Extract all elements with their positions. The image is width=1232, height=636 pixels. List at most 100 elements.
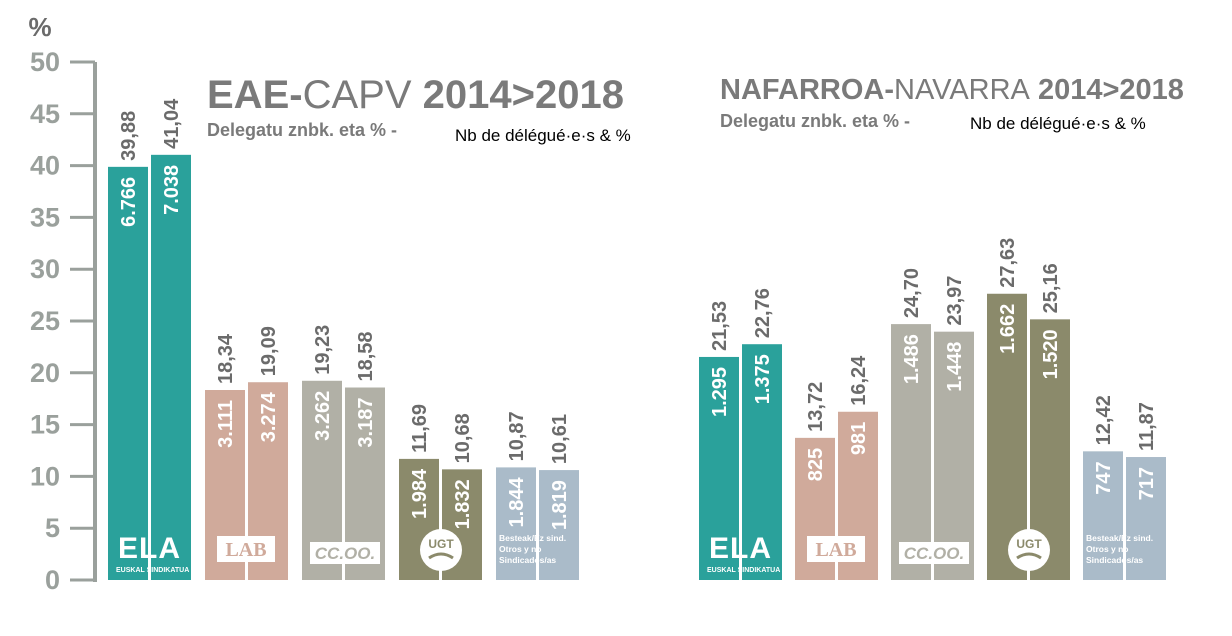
- percent-label: 18,34: [215, 333, 237, 384]
- delegates-label: 1.819: [549, 480, 571, 530]
- y-tick-label: 40: [30, 151, 60, 181]
- title-navarra-part2: NAVARRA: [894, 74, 1031, 106]
- percent-label: 18,58: [355, 331, 377, 381]
- y-axis: % 0 5 10 15 20 25 30 35 40 45 50: [28, 12, 97, 595]
- bar-otros-2014: [1083, 451, 1123, 580]
- ela-logo: ELA: [118, 532, 181, 565]
- bar-group-lab: 13,72 825 16,24 981 LAB: [795, 355, 878, 580]
- y-tick-label: 45: [30, 99, 60, 129]
- title-capv-part3: 2014>2018: [412, 73, 624, 117]
- handshake-icon: [1016, 552, 1042, 560]
- y-tick-label: 0: [45, 565, 60, 595]
- title-navarra-part1: NAFARROA-: [720, 74, 894, 106]
- percent-label: 39,88: [118, 111, 140, 161]
- percent-label: 11,69: [409, 404, 431, 453]
- others-logo-line: Sindicados/as: [1086, 555, 1143, 565]
- svg-text:EAE-CAPV 2014>2018: EAE-CAPV 2014>2018: [207, 73, 624, 117]
- y-tick-label: 15: [30, 410, 60, 440]
- lab-logo: LAB: [225, 539, 266, 561]
- percent-label: 23,97: [944, 276, 966, 326]
- percent-label: 21,53: [709, 301, 731, 351]
- subtitle-capv-fr: Nb de délégué·e·s & %: [455, 126, 631, 145]
- chart-title-capv: EAE-CAPV 2014>2018 Delegatu znbk. eta % …: [207, 73, 631, 145]
- percent-label: 19,23: [312, 325, 334, 375]
- ccoo-logo-box: [899, 542, 969, 564]
- percent-label: 11,87: [1136, 402, 1158, 451]
- bar-ccoo-2014: [891, 324, 931, 580]
- bar-group-ccoo: 24,70 1.486 23,97 1.448 CC.OO.: [891, 268, 974, 580]
- delegates-label: 1.448: [944, 342, 966, 392]
- bar-group-ugt: 27,63 1.662 25,16 1.520 UGT: [987, 238, 1070, 580]
- delegates-label: 7.038: [161, 165, 183, 215]
- percent-label: 12,42: [1093, 395, 1115, 445]
- percent-label: 16,24: [848, 355, 870, 406]
- percent-label: 10,87: [506, 411, 528, 461]
- ela-logo: ELA: [709, 532, 772, 565]
- others-logo-line: Otros y no: [1086, 544, 1129, 554]
- bar-group-ugt: 11,69 1.984 10,68 1.832 UGT: [399, 404, 482, 580]
- delegates-label: 747: [1093, 461, 1115, 494]
- y-tick-label: 50: [30, 47, 60, 77]
- bar-otros-2018: [1126, 457, 1166, 580]
- y-axis-ticks: 0 5 10 15 20 25 30 35 40 45 50: [30, 47, 95, 595]
- delegates-label: 6.766: [118, 177, 140, 227]
- bar-group-ela: 21,53 1.295 22,76 1.375 ELA EUSKAL SINDIKATUA: [699, 288, 782, 580]
- y-tick-label: 5: [45, 513, 60, 543]
- y-tick-label: 35: [30, 202, 60, 232]
- ugt-logo: UGT: [1016, 537, 1042, 551]
- delegates-label: 981: [848, 422, 870, 455]
- ugt-logo-circle: [1008, 529, 1050, 571]
- others-logo-line: Sindicados/as: [499, 555, 556, 565]
- bar-group-otros: 10,87 1.844 10,61 1.819 Besteak/Ez sind.Otro…: [496, 411, 579, 580]
- title-capv-part1: EAE-: [207, 73, 303, 117]
- svg-text:NAFARROA-NAVARRA 2014>2018: NAFARROA-NAVARRA 2014>2018: [720, 74, 1184, 106]
- ugt-logo-circle: [420, 529, 462, 571]
- lab-logo: LAB: [815, 539, 856, 561]
- percent-label: 22,76: [752, 288, 774, 338]
- bar-ela-2014: [108, 166, 148, 580]
- bar-group-ela: 39,88 6.766 41,04 7.038 ELA EUSKAL SINDIKATUA: [108, 98, 191, 580]
- others-logo-line: Otros y no: [499, 544, 542, 554]
- percent-label: 10,68: [452, 413, 474, 463]
- bar-otros-2018: [539, 470, 579, 580]
- percent-label: 10,61: [549, 414, 571, 464]
- title-capv-part2: CAPV: [303, 73, 412, 117]
- subtitle-capv: Delegatu znbk. eta % -: [207, 120, 397, 140]
- delegates-label: 1.844: [506, 477, 528, 528]
- bar-ccoo-2018: [934, 331, 974, 580]
- bar-group-lab: 18,34 3.111 19,09 3.274 LAB: [205, 326, 288, 580]
- others-logo-line: Besteak/Ez sind.: [1086, 533, 1153, 543]
- lab-logo-box: [217, 536, 275, 562]
- delegates-label: 1.520: [1040, 329, 1062, 379]
- percent-label: 24,70: [901, 268, 923, 318]
- delegates-label: 3.274: [258, 391, 280, 442]
- percent-label: 13,72: [805, 382, 827, 432]
- delegates-label: 1.486: [901, 334, 923, 384]
- delegates-label: 3.187: [355, 398, 377, 448]
- y-tick-label: 30: [30, 254, 60, 284]
- bar-ela-2014: [699, 356, 739, 580]
- y-tick-label: 10: [30, 461, 60, 491]
- ccoo-logo: CC.OO.: [904, 544, 964, 563]
- y-tick-label: 20: [30, 358, 60, 388]
- bar-group-ccoo: 19,23 3.262 18,58 3.187 CC.OO.: [302, 325, 385, 580]
- bar-ela-2018: [742, 344, 782, 580]
- percent-label: 27,63: [997, 238, 1019, 288]
- delegates-label: 3.262: [312, 391, 334, 441]
- bar-ela-2018: [151, 154, 191, 580]
- title-navarra-part3: 2014>2018: [1030, 74, 1184, 106]
- lab-logo-box: [807, 536, 865, 562]
- delegates-label: 1.832: [452, 479, 474, 529]
- ccoo-logo-box: [310, 542, 380, 564]
- handshake-icon: [428, 552, 454, 560]
- delegates-label: 1.375: [752, 354, 774, 404]
- chart-title-navarra: NAFARROA-NAVARRA 2014>2018 Delegatu znbk…: [720, 74, 1184, 133]
- ccoo-logo: CC.OO.: [315, 544, 375, 563]
- bars-layer: 39,88 6.766 41,04 7.038 ELA EUSKAL SINDIKATUA…: [108, 98, 1166, 580]
- percent-label: 19,09: [258, 326, 280, 376]
- y-tick-label: 25: [30, 306, 60, 336]
- delegates-label: 825: [805, 448, 827, 481]
- delegates-label: 717: [1136, 467, 1158, 500]
- ugt-logo: UGT: [428, 537, 454, 551]
